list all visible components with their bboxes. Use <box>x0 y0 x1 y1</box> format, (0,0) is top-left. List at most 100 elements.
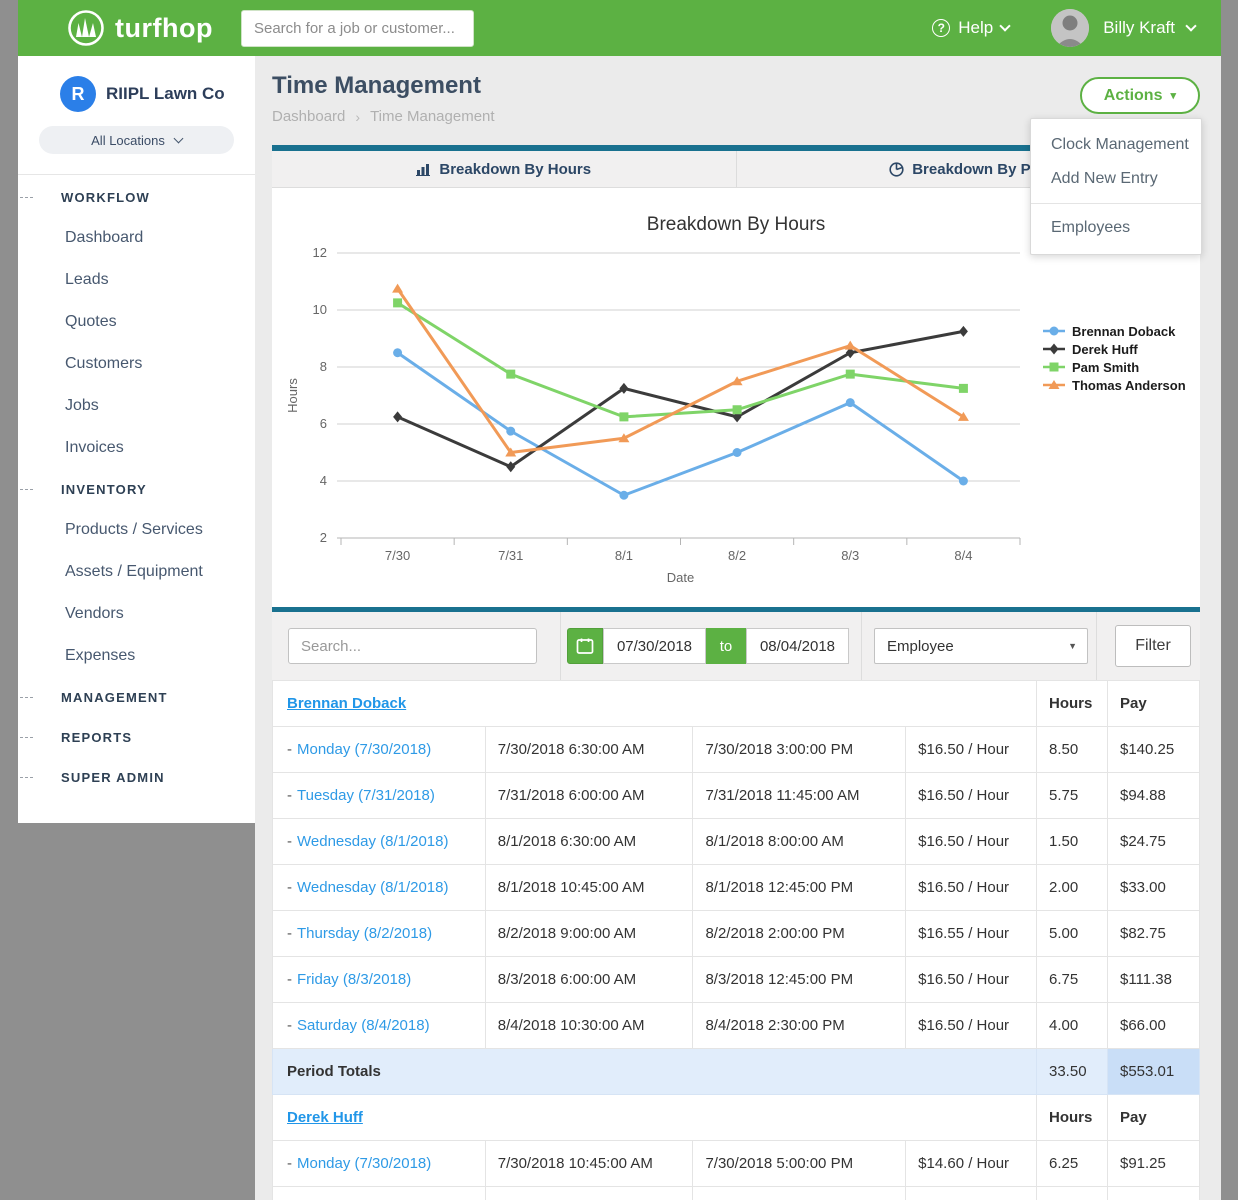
breadcrumb-separator: › <box>355 109 360 125</box>
calendar-button[interactable] <box>567 628 603 664</box>
sidebar-item-label: Quotes <box>65 313 117 331</box>
table-search-input[interactable] <box>288 628 537 664</box>
time-entry-row: -Wednesday (8/1/2018) 8/1/2018 10:45:00 … <box>273 865 1200 911</box>
rate-cell: $16.50 / Hour <box>906 819 1037 865</box>
actions-button-label: Actions <box>1104 87 1163 105</box>
day-link[interactable]: Monday (7/30/2018) <box>297 741 431 758</box>
filter-divider <box>1096 612 1097 680</box>
turfhop-logo[interactable]: turfhop <box>66 8 213 48</box>
pay-cell: $140.25 <box>1107 727 1199 773</box>
date-range-picker: to <box>567 628 849 664</box>
pay-cell: $91.25 <box>1107 1141 1199 1187</box>
location-selector-label: All Locations <box>91 133 165 148</box>
svg-text:8/2: 8/2 <box>728 548 746 563</box>
legend-entry-brennan-doback[interactable]: Brennan Doback <box>1042 322 1198 340</box>
period-totals-row: Period Totals 33.50 $553.01 <box>273 1049 1200 1095</box>
actions-menu-item-employees[interactable]: Employees <box>1031 211 1201 245</box>
actions-menu-item-clock-management[interactable]: Clock Management <box>1031 128 1201 162</box>
day-link[interactable]: Wednesday (8/1/2018) <box>297 879 449 896</box>
day-link[interactable]: Wednesday (8/1/2018) <box>297 833 449 850</box>
pay-cell: $111.38 <box>1107 957 1199 1003</box>
location-selector[interactable]: All Locations <box>39 126 234 154</box>
day-link[interactable]: Friday (8/3/2018) <box>297 971 411 988</box>
sidebar: R RIIPL Lawn Co All Locations WORKFLOW D… <box>18 56 255 823</box>
help-menu[interactable]: ? Help <box>932 18 1009 38</box>
clock-out-cell: 8/3/2018 12:45:00 PM <box>693 957 906 1003</box>
hours-cell: 6.25 <box>1037 1141 1108 1187</box>
legend-entry-pam-smith[interactable]: Pam Smith <box>1042 358 1198 376</box>
row-dash: - <box>287 1155 292 1172</box>
day-link[interactable]: Monday (7/30/2018) <box>297 1155 431 1172</box>
svg-text:Date: Date <box>667 570 694 585</box>
rate-cell: $14.60 / Hour <box>906 1141 1037 1187</box>
pay-column-header: Pay <box>1107 1095 1199 1141</box>
tree-branch-icon <box>20 737 33 738</box>
sidebar-section-label: SUPER ADMIN <box>61 770 165 785</box>
employee-select[interactable]: Employee <box>874 628 1088 664</box>
legend-entry-derek-huff[interactable]: Derek Huff <box>1042 340 1198 358</box>
employee-link[interactable]: Derek Huff <box>287 1109 363 1126</box>
time-entry-row: -Saturday (8/4/2018) 8/4/2018 10:30:00 A… <box>273 1003 1200 1049</box>
time-entry-row: -Monday (7/30/2018) 7/30/2018 6:30:00 AM… <box>273 727 1200 773</box>
global-search-input[interactable] <box>241 10 474 47</box>
avatar[interactable] <box>1051 9 1089 47</box>
day-link[interactable]: Tuesday (7/31/2018) <box>297 787 435 804</box>
sidebar-item-leads[interactable]: Leads <box>18 259 255 301</box>
sidebar-item-dashboard[interactable]: Dashboard <box>18 217 255 259</box>
sidebar-item-label: Products / Services <box>65 521 203 539</box>
svg-text:2: 2 <box>320 530 327 545</box>
time-entry-row <box>273 1187 1200 1200</box>
employee-header-row-brennan-doback: Brennan Doback Hours Pay <box>273 681 1200 727</box>
breadcrumb-dashboard[interactable]: Dashboard <box>272 108 345 125</box>
sidebar-item-label: Assets / Equipment <box>65 563 203 581</box>
company-header: R RIIPL Lawn Co <box>18 70 255 112</box>
chevron-down-icon[interactable] <box>1185 20 1196 31</box>
clock-in-cell: 8/1/2018 6:30:00 AM <box>485 819 693 865</box>
date-to-label: to <box>706 628 746 664</box>
clock-out-cell: 8/1/2018 12:45:00 PM <box>693 865 906 911</box>
sidebar-section-label: REPORTS <box>61 730 132 745</box>
hours-column-header: Hours <box>1037 1095 1108 1141</box>
hours-cell: 4.00 <box>1037 1003 1108 1049</box>
actions-button[interactable]: Actions ▾ <box>1080 77 1200 114</box>
tab-breakdown-by-hours[interactable]: Breakdown By Hours <box>272 151 736 187</box>
sidebar-item-label: Invoices <box>65 439 124 457</box>
filter-button[interactable]: Filter <box>1115 625 1191 667</box>
clock-in-cell: 7/31/2018 6:00:00 AM <box>485 773 693 819</box>
sidebar-item-vendors[interactable]: Vendors <box>18 593 255 635</box>
date-from-input[interactable] <box>603 628 706 664</box>
sidebar-item-jobs[interactable]: Jobs <box>18 385 255 427</box>
legend-entry-thomas-anderson[interactable]: Thomas Anderson <box>1042 376 1198 394</box>
row-dash: - <box>287 1017 292 1034</box>
pay-cell: $82.75 <box>1107 911 1199 957</box>
actions-menu-item-add-new-entry[interactable]: Add New Entry <box>1031 162 1201 196</box>
rate-cell: $16.50 / Hour <box>906 727 1037 773</box>
actions-dropdown-menu: Clock ManagementAdd New Entry Employees <box>1030 118 1202 255</box>
sidebar-item-invoices[interactable]: Invoices <box>18 427 255 469</box>
filter-divider <box>560 612 561 680</box>
totals-label: Period Totals <box>273 1049 1037 1095</box>
time-management-panel: Breakdown By Hours Breakdown By Pay Brea… <box>272 145 1200 1200</box>
sidebar-item-customers[interactable]: Customers <box>18 343 255 385</box>
help-label: Help <box>958 18 993 38</box>
time-entry-row: -Monday (7/30/2018) 7/30/2018 10:45:00 A… <box>273 1141 1200 1187</box>
logo-text: turfhop <box>115 13 213 44</box>
day-link[interactable]: Thursday (8/2/2018) <box>297 925 432 942</box>
legend-marker-icon <box>1042 361 1066 373</box>
sidebar-item-expenses[interactable]: Expenses <box>18 635 255 677</box>
sidebar-item-assets-equipment[interactable]: Assets / Equipment <box>18 551 255 593</box>
user-name[interactable]: Billy Kraft <box>1103 18 1175 38</box>
rate-cell: $16.50 / Hour <box>906 957 1037 1003</box>
day-link[interactable]: Saturday (8/4/2018) <box>297 1017 430 1034</box>
time-entry-row: -Wednesday (8/1/2018) 8/1/2018 6:30:00 A… <box>273 819 1200 865</box>
hours-cell: 5.00 <box>1037 911 1108 957</box>
chevron-down-icon <box>173 134 183 144</box>
clock-out-cell: 8/2/2018 2:00:00 PM <box>693 911 906 957</box>
sidebar-item-products-services[interactable]: Products / Services <box>18 509 255 551</box>
svg-text:10: 10 <box>313 302 327 317</box>
employee-select-wrap: Employee ▼ <box>874 628 1088 664</box>
sidebar-item-quotes[interactable]: Quotes <box>18 301 255 343</box>
date-to-input[interactable] <box>746 628 849 664</box>
employee-link[interactable]: Brennan Doback <box>287 695 406 712</box>
sidebar-nav: WORKFLOW Dashboard Leads Quotes Customer… <box>18 175 255 797</box>
